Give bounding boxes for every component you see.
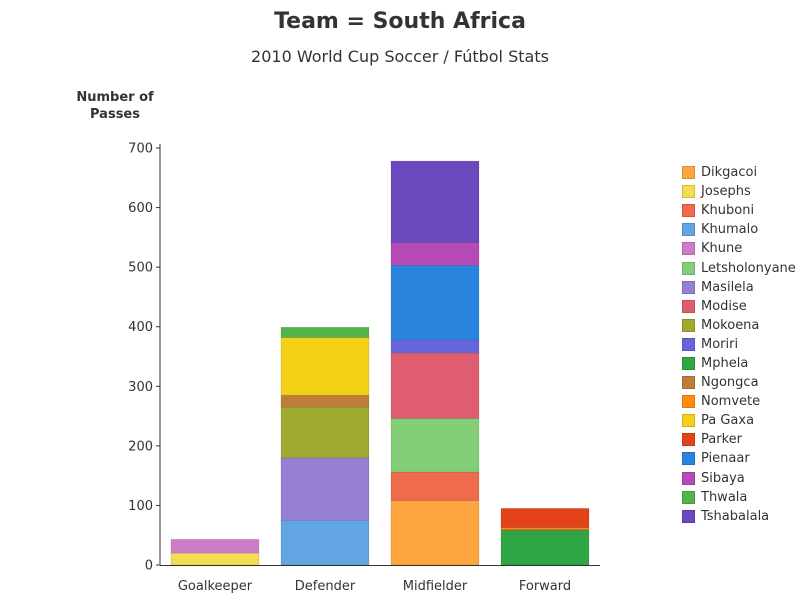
legend-label: Khune xyxy=(701,241,743,257)
y-tick-label: 600 xyxy=(128,201,153,216)
legend-swatch xyxy=(682,395,695,409)
bar-segment xyxy=(170,552,260,566)
legend-swatch xyxy=(682,299,695,313)
legend-item: Modise xyxy=(682,297,796,316)
legend-item: Sibaya xyxy=(682,469,796,488)
legend-swatch xyxy=(682,223,695,237)
legend-swatch xyxy=(682,414,695,428)
legend-swatch xyxy=(682,452,695,466)
legend-item: Pienaar xyxy=(682,449,796,468)
legend-item: Pa Gaxa xyxy=(682,411,796,430)
y-tick-label: 100 xyxy=(128,499,153,514)
bar-segment xyxy=(500,508,590,528)
legend-item: Ngongca xyxy=(682,373,796,392)
bar-segment xyxy=(170,539,260,554)
legend-swatch xyxy=(682,261,695,275)
legend-item: Thwala xyxy=(682,488,796,507)
legend-item: Dikgacoi xyxy=(682,163,796,182)
legend-item: Letsholonyane xyxy=(682,258,796,277)
legend-label: Masilela xyxy=(701,279,754,295)
bar-segment xyxy=(390,160,480,244)
y-tick-label: 200 xyxy=(128,439,153,454)
legend-swatch xyxy=(682,490,695,504)
legend: Dikgacoi Josephs Khuboni Khumalo Khune Letsho… xyxy=(682,163,796,526)
legend-swatch xyxy=(682,471,695,485)
legend-label: Khumalo xyxy=(701,222,759,238)
legend-label: Pienaar xyxy=(701,451,750,467)
legend-label: Dikgacoi xyxy=(701,165,758,181)
bar-segment xyxy=(280,520,370,566)
legend-item: Moriri xyxy=(682,335,796,354)
bar-segment xyxy=(390,265,480,341)
bar-segment xyxy=(390,500,480,566)
bar-segment xyxy=(280,406,370,459)
legend-label: Tshabalala xyxy=(701,508,770,524)
legend-swatch xyxy=(682,280,695,294)
x-tick-label: Defender xyxy=(295,579,356,594)
y-tick-label: 300 xyxy=(128,380,153,395)
chart-subtitle: 2010 World Cup Soccer / Fútbol Stats xyxy=(251,47,549,66)
y-tick-label: 400 xyxy=(128,320,153,335)
legend-swatch xyxy=(682,204,695,218)
x-tick-label: Goalkeeper xyxy=(178,579,253,594)
x-tick-label: Midfielder xyxy=(403,579,468,594)
legend-label: Josephs xyxy=(701,184,751,200)
legend-swatch xyxy=(682,318,695,332)
bar-segment xyxy=(280,337,370,396)
chart-title: Team = South Africa xyxy=(274,9,526,34)
bar-segment xyxy=(390,242,480,266)
y-tick-label: 0 xyxy=(145,559,153,574)
bar-segment xyxy=(390,471,480,501)
y-tick-label: 700 xyxy=(128,142,153,157)
y-axis-label: Number of Passes xyxy=(76,90,154,122)
legend-item: Nomvete xyxy=(682,392,796,411)
legend-item: Khune xyxy=(682,239,796,258)
legend-swatch xyxy=(682,356,695,370)
legend-swatch xyxy=(682,376,695,390)
bar-segment xyxy=(280,394,370,408)
legend-label: Nomvete xyxy=(701,394,761,410)
legend-item: Parker xyxy=(682,430,796,449)
legend-label: Parker xyxy=(701,432,742,448)
legend-label: Khuboni xyxy=(701,203,755,219)
bar-segment xyxy=(390,418,480,473)
bar-segment xyxy=(390,339,480,354)
legend-swatch xyxy=(682,166,695,180)
legend-label: Ngongca xyxy=(701,375,759,391)
bar-segment xyxy=(500,530,590,566)
legend-label: Thwala xyxy=(701,489,748,505)
legend-label: Letsholonyane xyxy=(701,260,796,276)
y-tick-label: 500 xyxy=(128,261,153,276)
legend-label: Modise xyxy=(701,298,747,314)
legend-swatch xyxy=(682,509,695,523)
legend-item: Khumalo xyxy=(682,220,796,239)
legend-item: Josephs xyxy=(682,182,796,201)
legend-item: Mphela xyxy=(682,354,796,373)
legend-item: Tshabalala xyxy=(682,507,796,526)
bar-segment xyxy=(390,352,480,419)
legend-swatch xyxy=(682,242,695,256)
legend-swatch xyxy=(682,433,695,447)
legend-item: Khuboni xyxy=(682,201,796,220)
legend-label: Mokoena xyxy=(701,317,760,333)
legend-label: Pa Gaxa xyxy=(701,413,755,429)
legend-item: Mokoena xyxy=(682,316,796,335)
legend-label: Moriri xyxy=(701,336,739,352)
legend-label: Sibaya xyxy=(701,470,745,486)
legend-item: Masilela xyxy=(682,278,796,297)
legend-label: Mphela xyxy=(701,355,749,371)
bar-segment xyxy=(280,327,370,338)
legend-swatch xyxy=(682,185,695,199)
x-tick-label: Forward xyxy=(519,579,571,594)
bar-segment xyxy=(280,457,370,521)
legend-swatch xyxy=(682,337,695,351)
